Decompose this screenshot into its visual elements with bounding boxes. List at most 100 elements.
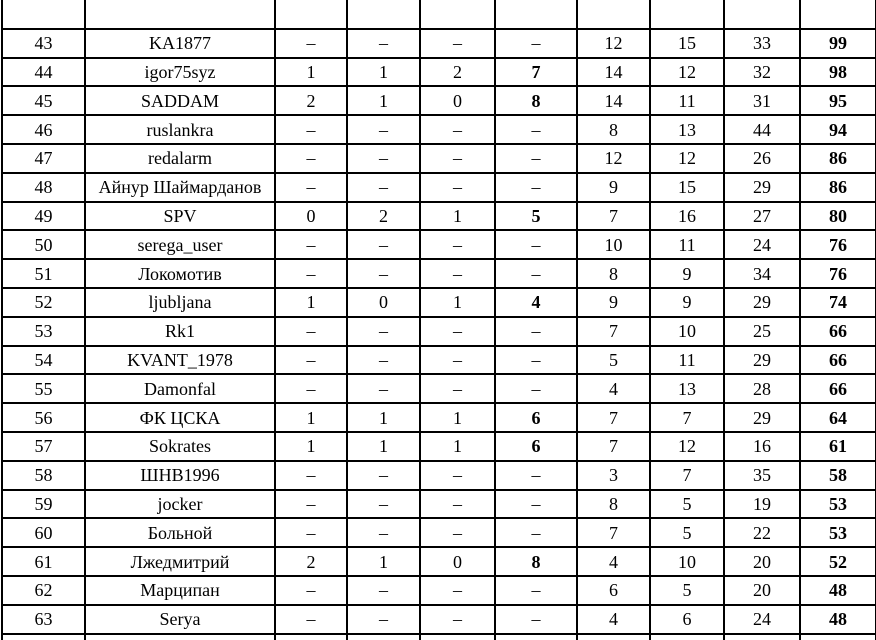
table-row: 60 Больной – – – – 7 5 22 53	[1, 517, 876, 549]
stat-cell-2: –	[346, 517, 421, 549]
stat-cell-4: –	[494, 258, 578, 289]
stat-cell-1: –	[274, 258, 348, 289]
player-name-cell: Sokrates	[84, 430, 276, 462]
stat-cell-6: 11	[649, 344, 725, 376]
rank-cell: 55	[1, 373, 86, 405]
rank-cell: 61	[1, 546, 86, 577]
player-name-cell: ruslankra	[84, 114, 276, 145]
total-points-cell: 52	[799, 546, 876, 577]
table-row: 45 SADDAM 2 1 0 8 14 11 31 95	[1, 85, 876, 117]
rank-cell: 59	[1, 488, 86, 520]
stat-cell-2: –	[346, 142, 421, 174]
stat-cell-6: 13	[649, 114, 725, 145]
stat-cell-3: –	[419, 459, 496, 491]
total-points-cell: 53	[799, 488, 876, 520]
stat-cell-7: 29	[723, 171, 801, 203]
table-row: 55 Damonfal – – – – 4 13 28 66	[1, 373, 876, 405]
stat-cell-7: 20	[723, 574, 801, 606]
stat-cell-4: 8	[494, 85, 578, 117]
player-name-cell: jocker	[84, 488, 276, 520]
stat-cell-7: 22	[723, 517, 801, 549]
stat-cell-3: 0	[419, 546, 496, 577]
rank-cell: 45	[1, 85, 86, 117]
stat-cell-4: –	[494, 27, 578, 59]
stat-cell-5: 14	[576, 56, 651, 88]
table-row: 61 Лжедмитрий 2 1 0 8 4 10 20 52	[1, 546, 876, 577]
stat-cell-4: –	[494, 373, 578, 405]
stat-cell-3: –	[419, 27, 496, 59]
stat-cell-2: –	[346, 344, 421, 376]
total-points-cell: 95	[799, 85, 876, 117]
rank-cell: 64	[1, 632, 86, 640]
stat-cell-6: 12	[649, 142, 725, 174]
stat-cell-5: 6	[576, 574, 651, 606]
total-points-cell: 86	[799, 142, 876, 174]
stat-cell-6: 7	[649, 459, 725, 491]
stat-cell-6: 13	[649, 373, 725, 405]
table-row: 64 Городовой – – – – 4 5 21 43	[1, 632, 876, 640]
stat-cell-1: –	[274, 574, 348, 606]
stat-cell-4: 7	[494, 56, 578, 88]
stat-cell-7: 31	[723, 85, 801, 117]
stat-cell-1: –	[274, 229, 348, 261]
stat-cell-5: 8	[576, 488, 651, 520]
rank-cell: 50	[1, 229, 86, 261]
total-points-cell: 48	[799, 574, 876, 606]
stat-cell-5: 7	[576, 315, 651, 347]
stat-cell-2: 1	[346, 85, 421, 117]
total-points-cell: 76	[799, 258, 876, 289]
table-row: 59 jocker – – – – 8 5 19 53	[1, 488, 876, 520]
stat-cell-1: 2	[274, 546, 348, 577]
stat-cell-4: 6	[494, 430, 578, 462]
stat-cell-4: 5	[494, 200, 578, 232]
rank-cell: 53	[1, 315, 86, 347]
table-row: 47 redalarm – – – – 12 12 26 86	[1, 142, 876, 174]
rank-cell: 43	[1, 27, 86, 59]
rank-cell: 52	[1, 286, 86, 318]
player-name-cell: Больной	[84, 517, 276, 549]
player-name-cell: Rk1	[84, 315, 276, 347]
stat-cell-6: 9	[649, 258, 725, 289]
rank-cell: 57	[1, 430, 86, 462]
stat-cell-5: 9	[576, 171, 651, 203]
rank-cell: 44	[1, 56, 86, 88]
stat-cell-4: –	[494, 603, 578, 635]
total-points-cell: 64	[799, 402, 876, 433]
rank-cell: 60	[1, 517, 86, 549]
table-row: 51 Локомотив – – – – 8 9 34 76	[1, 258, 876, 289]
stat-cell-1: 1	[274, 430, 348, 462]
total-points-cell: 94	[799, 114, 876, 145]
stat-cell-2: –	[346, 603, 421, 635]
stat-cell-2: 1	[346, 430, 421, 462]
stat-cell-2: –	[346, 27, 421, 59]
rank-cell: 49	[1, 200, 86, 232]
table-row: 49 SPV 0 2 1 5 7 16 27 80	[1, 200, 876, 232]
table-row: 48 Айнур Шаймарданов – – – – 9 15 29 86	[1, 171, 876, 203]
stat-cell-2: –	[346, 258, 421, 289]
stat-cell-2: 1	[346, 56, 421, 88]
stat-cell-5: 7	[576, 402, 651, 433]
stat-cell-5: 8	[576, 258, 651, 289]
stat-cell-2: –	[346, 488, 421, 520]
stat-cell-1: –	[274, 315, 348, 347]
stat-cell-7: 35	[723, 459, 801, 491]
player-name-cell: Serya	[84, 603, 276, 635]
table-row: 54 KVANT_1978 – – – – 5 11 29 66	[1, 344, 876, 376]
stat-cell-3: 2	[419, 56, 496, 88]
table-row: 58 ШНВ1996 – – – – 3 7 35 58	[1, 459, 876, 491]
stat-cell-2: –	[346, 632, 421, 640]
player-name-cell: ФК ЦСКА	[84, 402, 276, 433]
stat-cell-1: –	[274, 488, 348, 520]
total-points-cell: 86	[799, 171, 876, 203]
stat-cell-4: –	[494, 315, 578, 347]
stat-cell-2: –	[346, 373, 421, 405]
stat-cell-3: –	[419, 344, 496, 376]
table-row: 53 Rk1 – – – – 7 10 25 66	[1, 315, 876, 347]
stat-cell-5: 5	[576, 344, 651, 376]
stat-cell-4: 4	[494, 286, 578, 318]
rank-cell: 56	[1, 402, 86, 433]
stat-cell-6: 7	[649, 402, 725, 433]
total-points-cell: 80	[799, 200, 876, 232]
